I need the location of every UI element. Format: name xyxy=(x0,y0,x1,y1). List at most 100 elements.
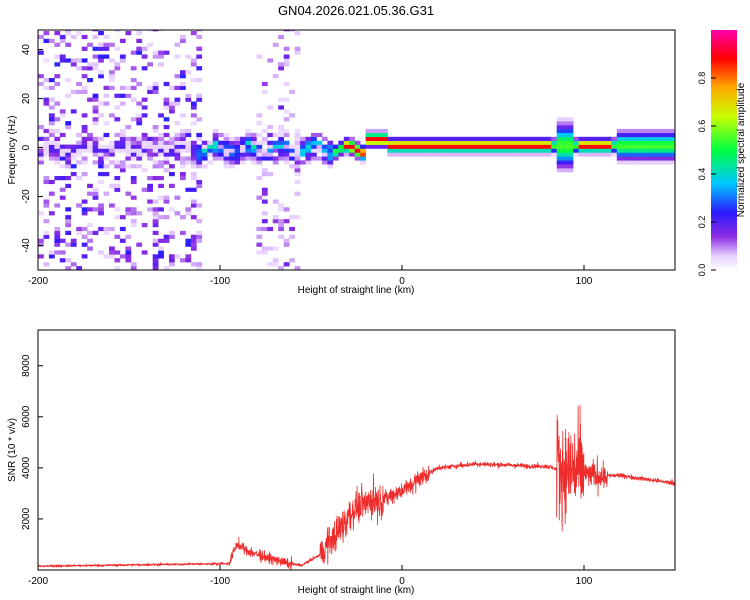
spectrogram-cell xyxy=(98,203,104,208)
spectrogram-cell xyxy=(305,156,312,161)
spectrogram-cell xyxy=(278,125,284,130)
spectrogram-cell xyxy=(119,148,126,153)
spectrogram-cell xyxy=(76,66,82,71)
spectrogram-cell xyxy=(283,148,290,153)
spectrogram-cell xyxy=(256,148,263,153)
spectrogram-cell xyxy=(665,148,672,153)
spectrogram-cell xyxy=(119,58,126,63)
spectrogram-cell xyxy=(480,144,487,149)
spectrogram-cell xyxy=(163,195,170,200)
spectrogram-cell xyxy=(65,219,72,224)
spectrogram-cell xyxy=(360,152,366,157)
spectrogram-cell xyxy=(190,152,197,157)
colorbar-tick-label: 0.6 xyxy=(697,120,707,133)
spectrogram-cell xyxy=(59,113,66,118)
spectrogram-cell xyxy=(365,136,372,141)
spectrogram-cell xyxy=(98,207,104,212)
spectrogram-cell xyxy=(453,136,459,141)
spectrogram-cell xyxy=(136,121,143,126)
spectrogram-cell xyxy=(463,152,470,157)
spectrogram-cell xyxy=(158,132,164,138)
spectrogram-cell xyxy=(152,223,159,228)
spectrogram-cell xyxy=(250,144,257,149)
spectrogram-cell xyxy=(655,148,661,153)
spectrogram-cell xyxy=(562,128,568,134)
spectrogram-cell xyxy=(98,46,104,51)
spectrogram-cell xyxy=(496,136,503,141)
spectrogram-cell xyxy=(376,144,383,149)
spectrogram-cell xyxy=(316,132,323,138)
spectrogram-cell xyxy=(660,132,667,138)
spectrogram-cell xyxy=(447,148,454,153)
spectrogram-cell xyxy=(267,105,274,110)
spectrogram-cell xyxy=(234,140,241,145)
spectrogram-cell xyxy=(420,140,426,145)
spectrogram-cell xyxy=(98,160,104,165)
spectrogram-cell xyxy=(109,148,115,153)
spectrogram-cell xyxy=(125,234,132,239)
spectrogram-cell xyxy=(54,81,61,87)
spectrogram-cell xyxy=(327,144,334,149)
spectrogram-cell xyxy=(65,258,72,263)
spectrogram-cell xyxy=(185,160,192,165)
spectrogram-cell xyxy=(103,93,110,98)
spectrogram-cell xyxy=(147,156,153,161)
spectrogram-cell xyxy=(294,168,301,173)
spectrogram-cell xyxy=(283,219,290,224)
spectrogram-cell xyxy=(300,136,306,141)
spectrogram-cell xyxy=(463,148,470,153)
spectrogram-cell xyxy=(289,89,295,94)
spectrogram-cell xyxy=(125,140,132,145)
spectrogram-cell xyxy=(409,144,416,149)
spectrogram-cell xyxy=(278,203,284,208)
spectrogram-cell xyxy=(196,238,203,243)
spectrogram-cell xyxy=(141,187,148,192)
spectrogram-cell xyxy=(485,152,492,157)
spectrogram-cell xyxy=(38,50,44,55)
spectrogram-cell xyxy=(152,54,159,59)
spectrogram-cell xyxy=(185,97,192,102)
spectrogram-cell xyxy=(212,156,219,161)
spectrogram-cell xyxy=(92,230,99,235)
spectrogram-cell xyxy=(43,144,50,149)
spectrogram-cell xyxy=(261,168,268,173)
spectrogram-cell xyxy=(567,132,574,138)
spectrogram-cell xyxy=(98,148,104,153)
spectrogram-cell xyxy=(278,234,284,239)
spectrogram-cell xyxy=(114,164,121,169)
spectrogram-cell xyxy=(103,34,110,40)
spectrogram-cell xyxy=(180,85,186,90)
spectrogram-cell xyxy=(649,140,656,145)
spectrogram-cell xyxy=(81,234,88,239)
spectrogram-cell xyxy=(163,132,170,138)
spectrogram-cell xyxy=(98,172,104,177)
spectrogram-cell xyxy=(633,148,639,153)
spectrogram-cell xyxy=(43,179,50,185)
spectrogram-cell xyxy=(474,136,481,141)
spectrogram-cell xyxy=(109,226,115,232)
spectrogram-cell xyxy=(76,140,82,145)
spectrogram-cell xyxy=(480,152,487,157)
spectrogram-cell xyxy=(48,121,55,126)
spectrogram-cell xyxy=(507,144,514,149)
spectrogram-cell xyxy=(158,113,164,118)
spectrogram-cell xyxy=(54,62,61,67)
spectrogram-cell xyxy=(261,199,268,204)
spectrogram-cell xyxy=(311,132,317,138)
spectrogram-cell xyxy=(114,30,121,32)
spectrogram-cell xyxy=(125,258,132,263)
x-tick-label: -200 xyxy=(28,276,48,287)
spectrogram-cell xyxy=(190,144,197,149)
spectrogram-cell xyxy=(294,31,301,36)
spectrogram-cell xyxy=(59,132,66,138)
spectrogram-cell xyxy=(283,46,290,51)
spectrogram-cell xyxy=(622,136,628,141)
spectrogram-cell xyxy=(125,246,132,251)
spectrogram-cell xyxy=(92,30,99,32)
spectrogram-cell xyxy=(147,136,153,141)
spectrogram-cell xyxy=(616,144,623,149)
spectrogram-cell xyxy=(327,156,334,161)
spectrogram-cell xyxy=(453,152,459,157)
spectrogram-cell xyxy=(136,101,143,106)
spectrogram-cell xyxy=(573,144,579,149)
